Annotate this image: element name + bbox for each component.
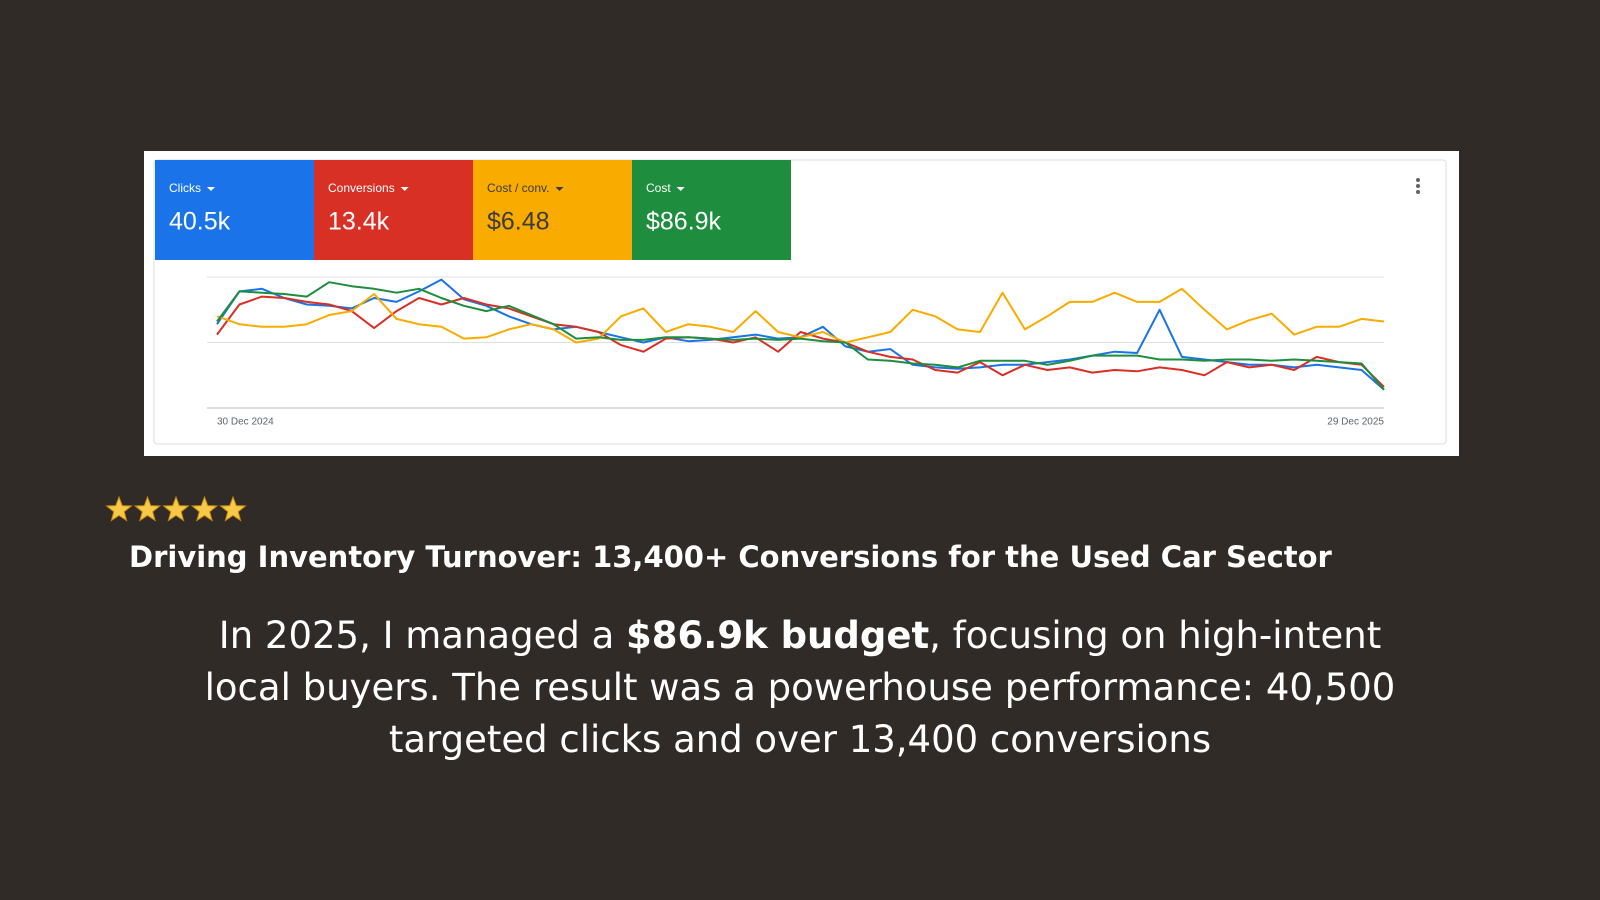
body-text-part: In 2025, I managed a xyxy=(218,614,627,657)
x-tick-label: 30 Dec 2024 xyxy=(217,417,274,428)
metric-label: Cost xyxy=(646,181,671,195)
body-text-bold: $86.9k budget xyxy=(626,614,930,657)
more-menu[interactable] xyxy=(1416,178,1420,194)
metric-value: $6.48 xyxy=(487,208,550,236)
star xyxy=(219,495,247,522)
metric-label: Clicks xyxy=(169,181,201,195)
metric-label: Conversions xyxy=(328,181,395,195)
dropdown-arrow xyxy=(400,187,409,191)
metric-card[interactable] xyxy=(155,160,314,260)
metric-card[interactable] xyxy=(632,160,791,260)
series-line xyxy=(216,287,1385,344)
star xyxy=(133,495,162,522)
star xyxy=(190,495,219,522)
series-line xyxy=(216,281,1385,391)
x-tick-label: 29 Dec 2025 xyxy=(1327,417,1384,428)
metric-label: Cost / conv. xyxy=(487,181,549,195)
rating-stars xyxy=(105,495,247,522)
dropdown-arrow xyxy=(555,187,564,191)
metric-card[interactable] xyxy=(314,160,473,260)
dropdown-arrow xyxy=(207,187,215,191)
body-text-part: , focusing on high-intent local buyers. … xyxy=(204,614,1396,761)
metric-value: 13.4k xyxy=(328,208,390,236)
metric-card[interactable] xyxy=(473,160,632,260)
metric-value: 40.5k xyxy=(169,208,231,236)
dropdown-arrow xyxy=(676,187,685,191)
star xyxy=(162,495,190,522)
heading: Driving Inventory Turnover: 13,400+ Conv… xyxy=(129,540,1333,574)
star xyxy=(105,495,133,522)
metric-value: $86.9k xyxy=(646,208,722,236)
series-line xyxy=(216,295,1385,388)
body-text: In 2025, I managed a $86.9k budget, focu… xyxy=(190,610,1410,766)
